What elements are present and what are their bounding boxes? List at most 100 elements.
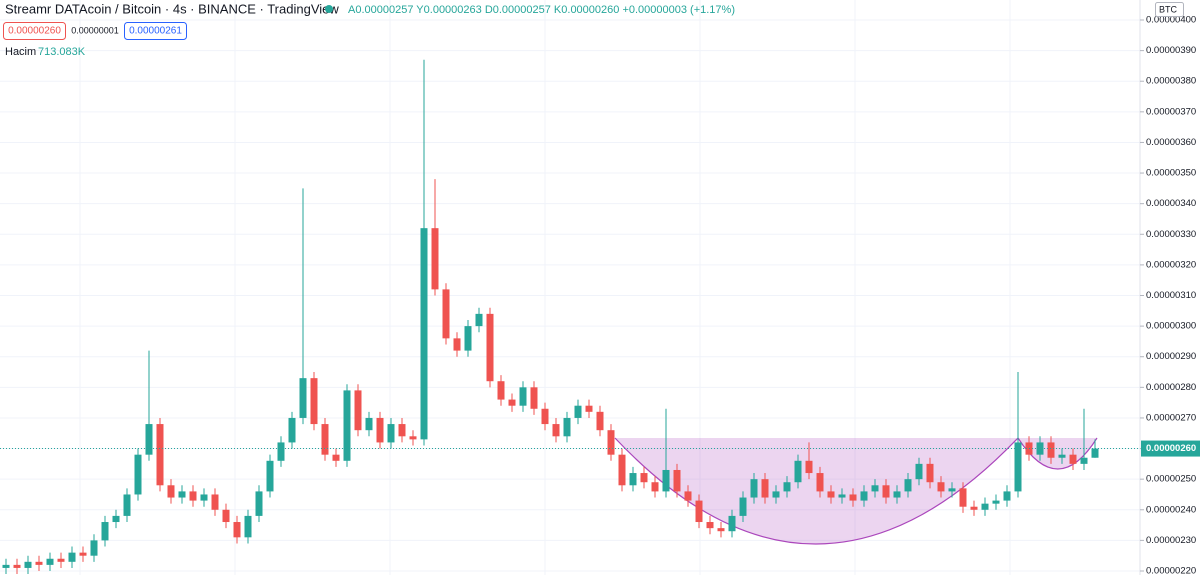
candles: [0, 59, 1140, 575]
candle-body: [1091, 448, 1099, 458]
candle-body: [574, 405, 582, 418]
y-tick-label: 0.00000370: [1146, 106, 1196, 117]
y-tick-label: 0.00000280: [1146, 382, 1196, 393]
candle-body: [959, 488, 967, 507]
candle-body: [321, 424, 329, 455]
y-tick-label: 0.00000340: [1146, 198, 1196, 209]
candle-body: [915, 463, 923, 480]
volume-value: 713.083K: [38, 46, 86, 58]
sell-button[interactable]: [3, 22, 66, 40]
title: Streamr DATAcoin / Bitcoin · 4s · BINANC…: [5, 1, 339, 16]
candle-body: [409, 436, 417, 440]
candle-body: [684, 491, 692, 501]
candle-body: [1003, 491, 1011, 501]
candle-body: [629, 473, 637, 486]
candle-body: [1058, 454, 1066, 458]
candle-body: [222, 509, 230, 523]
y-tick-label: 0.00000290: [1146, 351, 1196, 362]
candle-body: [717, 528, 725, 532]
candle-body: [849, 494, 857, 501]
y-tick-label: 0.00000350: [1146, 168, 1196, 179]
y-tick-label: 0.00000360: [1146, 137, 1196, 148]
candle-body: [772, 491, 780, 498]
candle-body: [970, 506, 978, 510]
candle-body: [299, 378, 307, 418]
last-price-box: [1141, 440, 1200, 457]
candle-body: [607, 430, 615, 455]
candle-body: [398, 424, 406, 437]
y-tick-label: 0.00000240: [1146, 504, 1196, 515]
candle-body: [332, 454, 340, 461]
cup-curve: [614, 437, 1019, 545]
candle-body: [948, 488, 956, 492]
ohlc-legend: A0.00000257 Y0.00000263 D0.00000257 K0.0…: [348, 4, 735, 16]
candle-body: [816, 473, 824, 492]
candle-body: [266, 460, 274, 492]
candle-body: [343, 390, 351, 461]
candle-body: [860, 491, 868, 501]
candle-body: [35, 561, 43, 565]
y-tick-label: 0.00000250: [1146, 474, 1196, 485]
candle-body: [123, 494, 131, 516]
candle-body: [101, 522, 109, 541]
candle-body: [1080, 457, 1088, 464]
buy-price[interactable]: 0.00000261: [129, 26, 182, 37]
candle-body: [508, 399, 516, 406]
candle-body: [893, 491, 901, 498]
candle-body: [156, 424, 164, 486]
candle-body: [541, 408, 549, 425]
status-dot: [325, 5, 333, 13]
candle-body: [453, 338, 461, 351]
candle-body: [24, 561, 32, 568]
candle-body: [1036, 442, 1044, 455]
candle-body: [882, 485, 890, 498]
candle-body: [310, 378, 318, 425]
currency-button[interactable]: [1155, 2, 1184, 17]
y-tick-label: 0.00000400: [1146, 15, 1196, 26]
candle-body: [761, 479, 769, 498]
candle-body: [695, 500, 703, 523]
candle-body: [585, 405, 593, 412]
y-tick-label: 0.00000300: [1146, 321, 1196, 332]
candle-body: [387, 424, 395, 443]
candle-body: [563, 417, 571, 437]
candle-body: [739, 497, 747, 516]
candle-body: [200, 494, 208, 501]
candle-body: [552, 424, 560, 437]
candle-body: [475, 313, 483, 327]
candle-body: [365, 417, 373, 431]
candle-body: [442, 289, 450, 339]
candle-body: [926, 463, 934, 483]
candle-body: [904, 479, 912, 492]
y-tick-label: 0.00000310: [1146, 290, 1196, 301]
candle-body: [783, 482, 791, 492]
candle-body: [673, 469, 681, 492]
candle-body: [486, 313, 494, 382]
candle-body: [178, 491, 186, 498]
candle-body: [288, 417, 296, 443]
buy-button[interactable]: [124, 22, 187, 40]
candle-body: [57, 558, 65, 562]
candle-body: [464, 326, 472, 351]
y-tick-label: 0.00000270: [1146, 412, 1196, 423]
candle-body: [651, 482, 659, 492]
grid: [0, 0, 1140, 575]
candle-body: [68, 552, 76, 562]
y-tick-label: 0.00000230: [1146, 535, 1196, 546]
candle-body: [618, 454, 626, 486]
currency[interactable]: BTC: [1159, 4, 1178, 14]
candle-body: [277, 442, 285, 461]
candle-body: [937, 482, 945, 492]
candle-body: [244, 515, 252, 538]
candle-body: [871, 485, 879, 492]
candle-body: [805, 460, 813, 474]
sell-price[interactable]: 0.00000260: [8, 26, 61, 37]
candle-body: [189, 491, 197, 501]
candle-body: [134, 454, 142, 495]
candle-body: [46, 558, 54, 565]
candle-body: [827, 491, 835, 498]
candle-body: [255, 491, 263, 516]
y-tick-label: 0.00000330: [1146, 229, 1196, 240]
volume-label: Hacim: [5, 46, 36, 58]
